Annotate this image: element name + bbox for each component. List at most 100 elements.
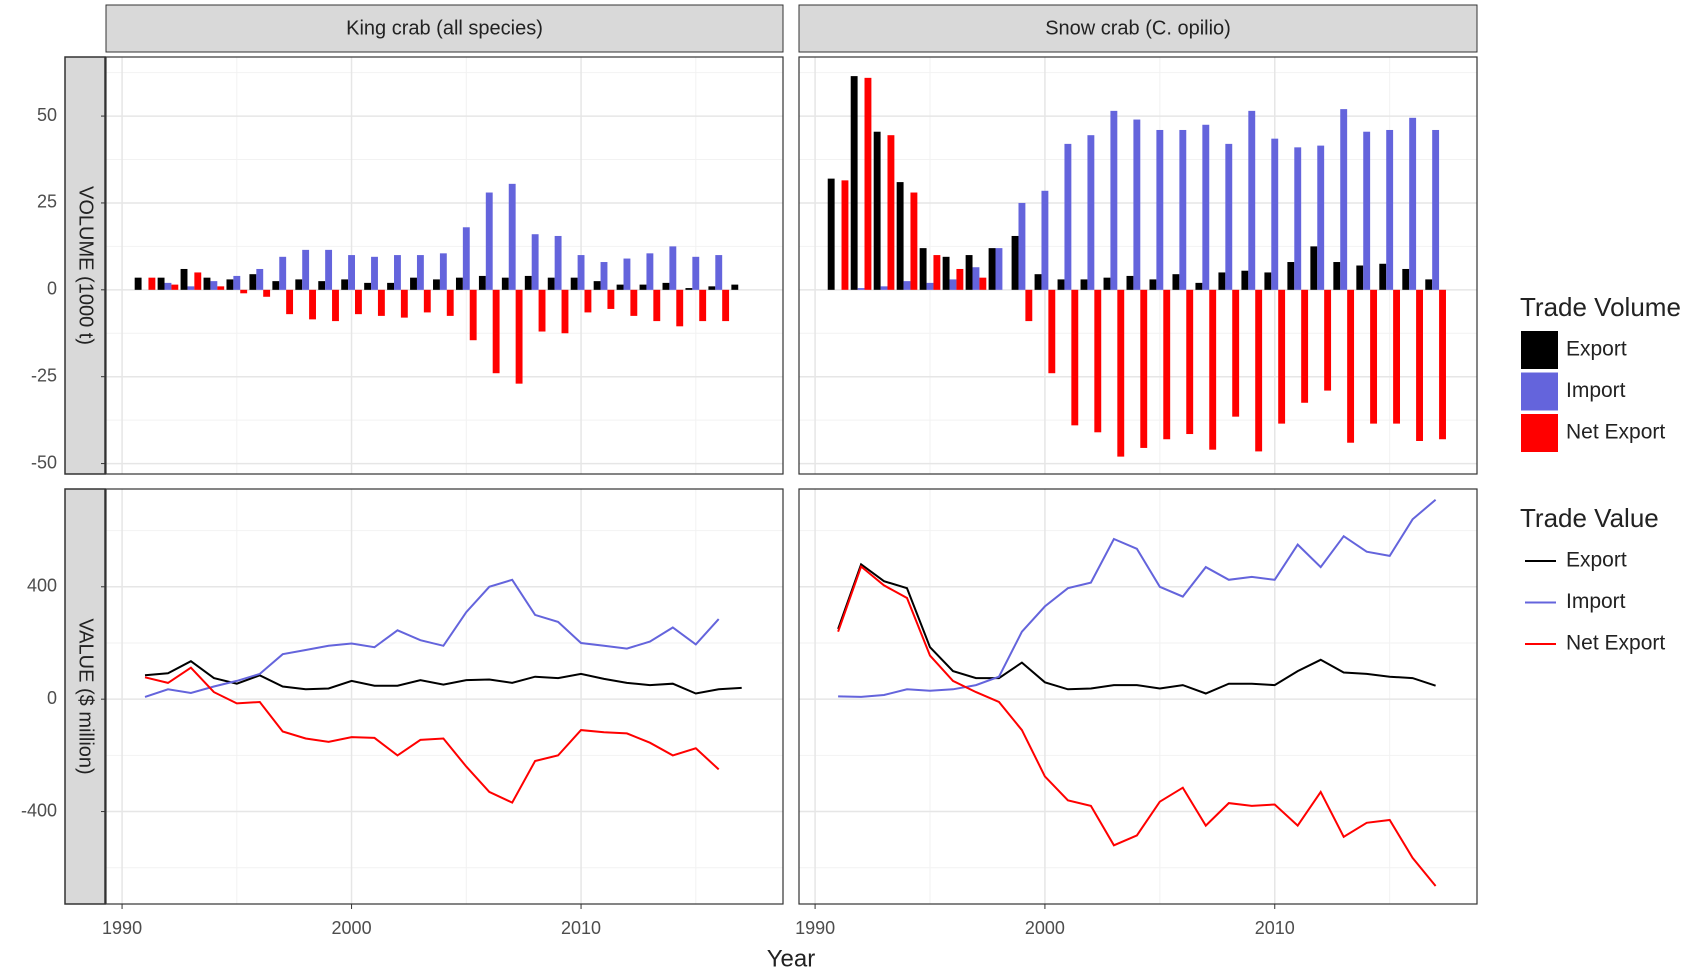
strip	[798, 4, 1478, 53]
bar	[341, 279, 349, 290]
bar	[577, 255, 585, 290]
panel-border	[105, 56, 784, 475]
bar	[1156, 129, 1164, 290]
bar	[1393, 289, 1401, 424]
bar	[256, 268, 264, 290]
bar	[1432, 129, 1440, 290]
bar	[1370, 289, 1378, 424]
bar	[1271, 138, 1279, 290]
bar	[600, 262, 608, 290]
bar	[1048, 289, 1056, 374]
bar	[249, 274, 257, 290]
bar	[180, 268, 188, 290]
y-tick-label: 400	[27, 576, 57, 596]
bar	[972, 267, 980, 290]
bar	[1310, 246, 1318, 290]
bar	[646, 253, 654, 290]
bar	[318, 281, 326, 290]
bar	[387, 282, 395, 290]
bar	[309, 289, 316, 320]
bar	[1103, 277, 1111, 290]
y-tick-label: -400	[21, 800, 57, 820]
x-tick-label: 2010	[1255, 918, 1295, 938]
bar	[584, 289, 592, 313]
bar	[400, 289, 408, 318]
bar	[926, 282, 934, 290]
bar	[1225, 143, 1233, 290]
bar	[1179, 129, 1187, 290]
bar	[630, 289, 638, 316]
bar	[1209, 289, 1217, 450]
bar	[841, 180, 849, 290]
bar	[1080, 279, 1088, 290]
bar	[554, 235, 562, 290]
bar	[1041, 190, 1049, 290]
bar	[295, 279, 303, 290]
bar	[492, 289, 500, 374]
bar	[1011, 235, 1019, 290]
bar	[919, 248, 927, 290]
bar	[607, 289, 615, 309]
bar	[302, 249, 310, 290]
bar	[325, 249, 333, 290]
bar	[508, 183, 516, 290]
bar	[949, 279, 957, 290]
legend-key	[1521, 372, 1558, 411]
bar	[203, 277, 211, 290]
bar	[1379, 263, 1387, 290]
bar	[910, 192, 918, 290]
bar	[1317, 145, 1325, 290]
row-strip	[64, 56, 106, 475]
bar	[616, 284, 624, 290]
bar	[1133, 119, 1141, 290]
x-tick-label: 2010	[561, 918, 601, 938]
legend-title: Trade Volume	[1520, 292, 1681, 322]
bar	[988, 248, 996, 290]
bar	[416, 255, 424, 290]
bar	[439, 253, 447, 290]
bar	[1248, 110, 1256, 290]
bar	[446, 289, 454, 316]
bar	[1071, 289, 1079, 426]
bar	[1202, 124, 1210, 290]
bar	[423, 289, 431, 313]
bar	[850, 76, 858, 290]
bar	[653, 289, 661, 322]
panel-bg	[106, 489, 783, 904]
bar	[164, 282, 172, 290]
y-tick-label: 0	[47, 688, 57, 708]
bar	[279, 256, 287, 290]
panel-border	[798, 488, 1478, 905]
bar	[1025, 289, 1033, 322]
bar	[731, 284, 739, 290]
bar	[1087, 135, 1095, 290]
bar	[1064, 143, 1072, 290]
bar	[1301, 289, 1309, 403]
x-axis-label: Year	[767, 945, 816, 970]
bar	[1409, 117, 1417, 290]
bar	[570, 277, 578, 290]
legend-title: Trade Value	[1520, 503, 1659, 533]
x-tick-label: 1990	[102, 918, 142, 938]
bar	[593, 281, 601, 290]
legend-entry: Import	[1566, 590, 1626, 613]
bar	[1149, 279, 1157, 290]
bar	[1324, 289, 1332, 391]
bar	[364, 282, 372, 290]
bar	[531, 234, 539, 290]
bar	[410, 277, 417, 290]
bar	[1018, 202, 1026, 290]
bar	[455, 277, 463, 290]
legend-entry: Net Export	[1566, 632, 1665, 655]
bar	[286, 289, 294, 315]
bar	[1264, 272, 1272, 290]
bar	[1094, 289, 1102, 433]
bar	[873, 131, 881, 290]
y-tick-label: 25	[37, 192, 57, 212]
bar	[1402, 268, 1410, 290]
legend-key	[1521, 414, 1558, 452]
bar	[377, 289, 385, 316]
bar	[1294, 147, 1302, 290]
bar	[1333, 262, 1341, 290]
